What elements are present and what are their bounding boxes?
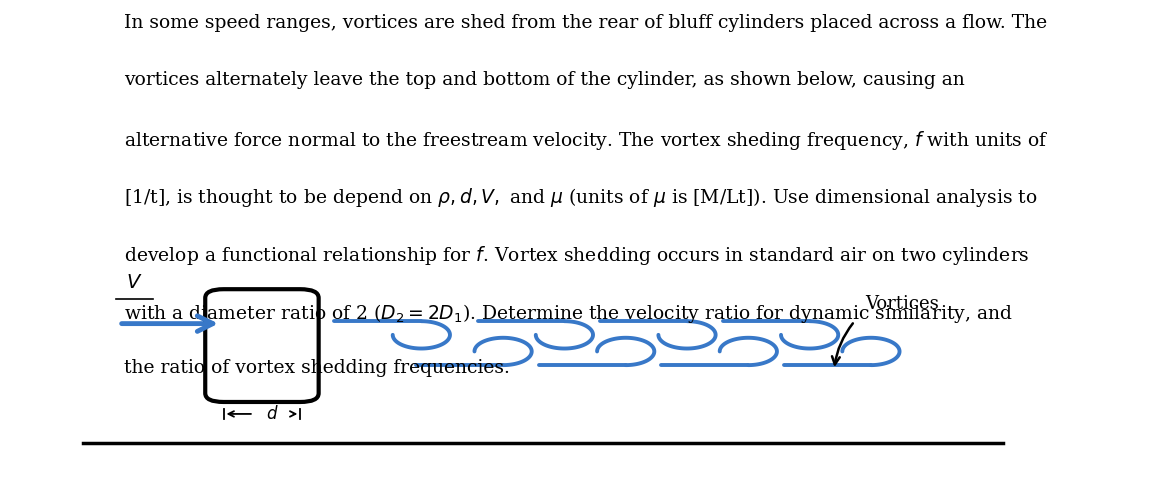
FancyBboxPatch shape bbox=[205, 289, 319, 402]
Text: vortices alternately leave the top and bottom of the cylinder, as shown below, c: vortices alternately leave the top and b… bbox=[124, 71, 964, 89]
Text: the ratio of vortex shedding frequencies.: the ratio of vortex shedding frequencies… bbox=[124, 359, 510, 377]
Text: with a diameter ratio of 2 ($D_2 = 2D_1$). Determine the velocity ratio for dyna: with a diameter ratio of 2 ($D_2 = 2D_1$… bbox=[124, 301, 1013, 325]
Text: develop a functional relationship for $f$. Vortex shedding occurs in standard ai: develop a functional relationship for $f… bbox=[124, 244, 1029, 267]
Text: alternative force normal to the freestream velocity. The vortex sheding frequenc: alternative force normal to the freestre… bbox=[124, 129, 1049, 152]
Text: $d$: $d$ bbox=[265, 405, 278, 423]
Text: $V$: $V$ bbox=[126, 274, 143, 292]
Text: Vortices: Vortices bbox=[865, 295, 939, 313]
Text: In some speed ranges, vortices are shed from the rear of bluff cylinders placed : In some speed ranges, vortices are shed … bbox=[124, 14, 1047, 31]
Text: [1/t], is thought to be depend on $\rho, d, V,$ and $\mu$ (units of $\mu$ is [M/: [1/t], is thought to be depend on $\rho,… bbox=[124, 187, 1037, 210]
